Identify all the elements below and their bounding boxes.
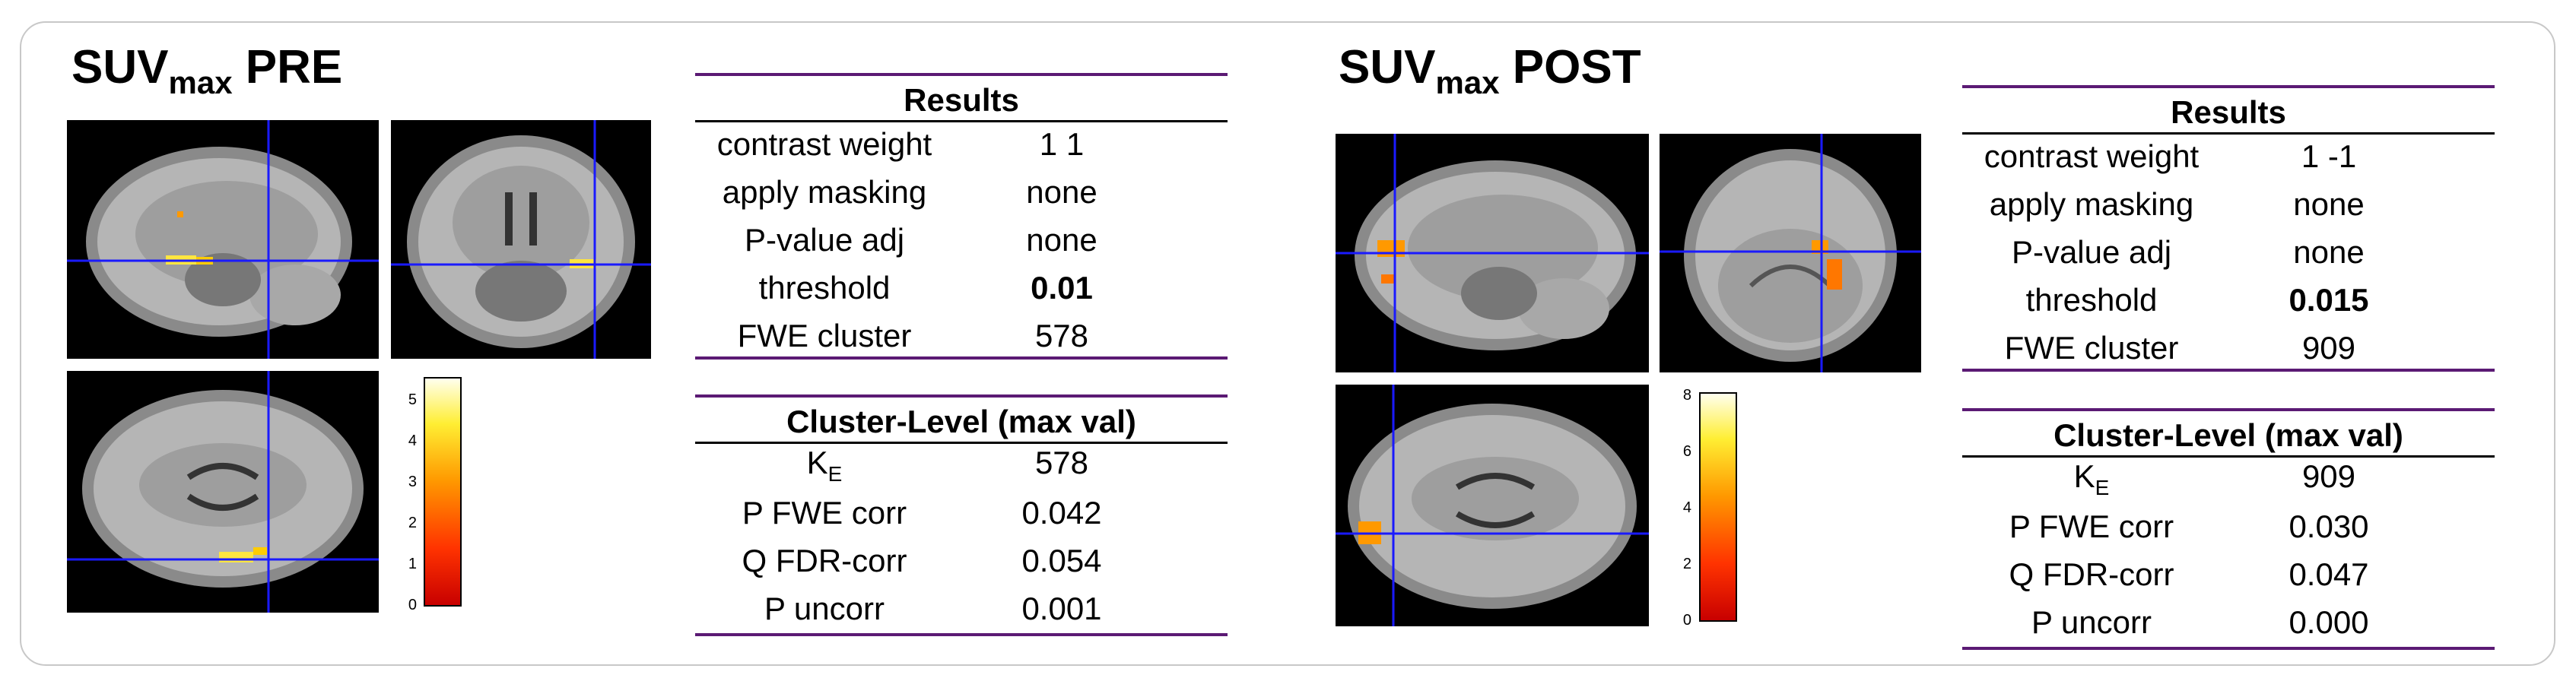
mri-coronal-image: [391, 120, 651, 359]
mri-axial-image: [67, 371, 379, 613]
row-value: 1 -1: [2301, 138, 2357, 174]
table-rule: [695, 394, 1228, 398]
table-rule: [1962, 369, 2495, 372]
colorbar-tick: 0: [1682, 612, 1691, 629]
table-row: contrast weight 1 1: [695, 126, 1228, 174]
table-row: P uncorr 0.000: [1962, 604, 2495, 652]
row-label: KE: [2073, 458, 2110, 499]
table-row: apply masking none: [1962, 186, 2495, 234]
mri-axial-image: [1336, 385, 1649, 626]
header-line: [1962, 455, 2495, 458]
cluster-table: Cluster-Level (max val) KE 909 P FWE corr…: [1962, 408, 2495, 651]
table-rule: [1962, 408, 2495, 411]
colorbar-tick: 4: [1682, 499, 1691, 516]
row-label: threshold: [758, 270, 891, 306]
row-label: contrast weight: [716, 126, 932, 162]
mri-coronal-image: [1660, 134, 1921, 372]
colorbar-tick: 8: [1682, 387, 1691, 404]
table-rule: [695, 356, 1228, 360]
table-row: contrast weight 1 -1: [1962, 138, 2495, 186]
table-row: P FWE corr 0.030: [1962, 508, 2495, 556]
mri-sagittal-image: [1336, 134, 1649, 372]
row-label: threshold: [2025, 282, 2158, 318]
table-row: P-value adj none: [695, 222, 1228, 270]
row-value: 578: [1034, 445, 1089, 480]
panel-title: SUVmax POST: [1339, 41, 1641, 100]
table-row: FWE cluster 909: [1962, 330, 2495, 378]
row-label: P uncorr: [2031, 604, 2152, 640]
row-value: none: [1026, 222, 1097, 258]
table-row: apply masking none: [695, 174, 1228, 222]
row-label: FWE cluster: [737, 318, 912, 353]
row-value: 0.015: [2289, 282, 2369, 318]
row-label: KE: [806, 445, 843, 486]
mri-sagittal-image: [67, 120, 379, 359]
row-value: 578: [1034, 318, 1089, 353]
row-value: 0.042: [1021, 495, 1102, 531]
colorbar-tick: 2: [1682, 556, 1691, 572]
row-value: none: [2293, 234, 2365, 270]
colorbar-tick: 3: [408, 474, 417, 490]
row-value: 909: [2301, 458, 2356, 494]
row-label: apply masking: [1989, 186, 2194, 222]
row-value: 0.030: [2289, 508, 2369, 544]
row-value: none: [1026, 174, 1097, 210]
table-row: threshold 0.015: [1962, 282, 2495, 330]
colorbar-tick: 6: [1682, 443, 1691, 460]
row-label: P-value adj: [2011, 234, 2172, 270]
table-row: FWE cluster 578: [695, 318, 1228, 366]
table-row: Q FDR-corr 0.047: [1962, 556, 2495, 604]
colorbar-tick: 5: [408, 391, 417, 408]
row-label: contrast weight: [1984, 138, 2200, 174]
results-header: Results: [904, 82, 1019, 118]
cluster-header: Cluster-Level (max val): [2053, 417, 2403, 453]
colorbar-tick: 2: [408, 515, 417, 531]
table-rule: [695, 73, 1228, 76]
results-table: Results contrast weight 1 -1 apply maskin…: [1962, 85, 2495, 374]
header-line: [695, 442, 1228, 444]
row-value: 0.054: [1021, 543, 1102, 578]
colorbar-ticks: 8 6 4 2 0: [1655, 388, 1691, 628]
row-value: 0.000: [2289, 604, 2369, 640]
row-label: FWE cluster: [2004, 330, 2179, 366]
row-label: Q FDR-corr: [2009, 556, 2174, 592]
row-label: P uncorr: [764, 591, 885, 626]
row-value: 0.01: [1031, 270, 1093, 306]
row-label: P FWE corr: [742, 495, 907, 531]
colorbar-tick: 4: [408, 432, 417, 449]
row-value: 1 1: [1039, 126, 1085, 162]
colorbar-tick: 1: [408, 556, 417, 572]
table-rule: [1962, 85, 2495, 88]
row-label: P-value adj: [744, 222, 905, 258]
row-value: 0.047: [2289, 556, 2369, 592]
table-rule: [1962, 647, 2495, 650]
row-label: P FWE corr: [2009, 508, 2174, 544]
table-row: KE 909: [1962, 458, 2495, 506]
row-value: 909: [2301, 330, 2356, 366]
cluster-table: Cluster-Level (max val) KE 578 P FWE corr…: [695, 394, 1228, 638]
table-row: KE 578: [695, 445, 1228, 493]
colorbar-tick: 0: [408, 597, 417, 613]
header-line: [695, 120, 1228, 122]
row-value: 0.001: [1021, 591, 1102, 626]
row-value: none: [2293, 186, 2365, 222]
header-line: [1962, 132, 2495, 135]
results-header: Results: [2171, 94, 2286, 130]
colorbar-ticks: 5 4 3 2 1 0: [380, 377, 417, 613]
row-label: apply masking: [722, 174, 927, 210]
row-label: Q FDR-corr: [742, 543, 907, 578]
table-row: P-value adj none: [1962, 234, 2495, 282]
table-rule: [695, 633, 1228, 636]
colorbar: [1699, 392, 1737, 622]
panel-title: SUVmax PRE: [71, 41, 343, 100]
colorbar: [424, 377, 462, 607]
table-row: P uncorr 0.001: [695, 591, 1228, 638]
table-row: P FWE corr 0.042: [695, 495, 1228, 543]
table-row: threshold 0.01: [695, 270, 1228, 318]
table-row: Q FDR-corr 0.054: [695, 543, 1228, 591]
cluster-header: Cluster-Level (max val): [786, 404, 1136, 439]
results-table: Results contrast weight 1 1 apply masking…: [695, 73, 1228, 362]
